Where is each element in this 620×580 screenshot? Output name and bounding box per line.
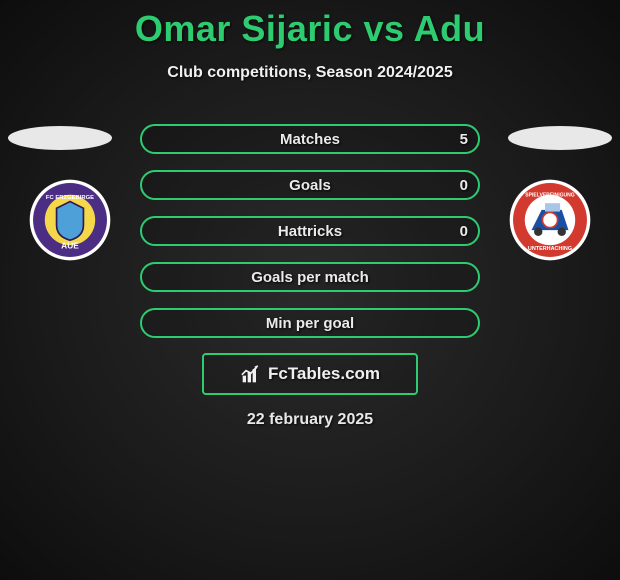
stat-label: Goals per match: [142, 264, 478, 290]
date-text: 22 february 2025: [0, 411, 620, 429]
player-ellipse-left: [8, 126, 112, 150]
page-title: Omar Sijaric vs Adu: [0, 0, 620, 50]
stat-value: 0: [460, 172, 468, 198]
svg-text:UNTERHACHING: UNTERHACHING: [528, 246, 572, 252]
stat-label: Hattricks: [142, 218, 478, 244]
stat-value: 5: [460, 126, 468, 152]
branding-text: FcTables.com: [268, 364, 380, 384]
stats-panel: Matches 5 Goals 0 Hattricks 0 Goals per …: [140, 124, 480, 354]
stat-label: Goals: [142, 172, 478, 198]
stat-label: Min per goal: [142, 310, 478, 336]
stat-label: Matches: [142, 126, 478, 152]
team-badge-left: FC ERZGEBIRGE AUE: [28, 178, 112, 262]
stat-row-goals: Goals 0: [140, 170, 480, 200]
unterhaching-badge-icon: SPIELVEREINIGUNG UNTERHACHING: [508, 178, 592, 262]
chart-icon: [240, 364, 262, 384]
svg-text:AUE: AUE: [61, 241, 79, 251]
stat-value: 0: [460, 218, 468, 244]
aue-badge-icon: FC ERZGEBIRGE AUE: [28, 178, 112, 262]
stat-row-hattricks: Hattricks 0: [140, 216, 480, 246]
subtitle: Club competitions, Season 2024/2025: [0, 64, 620, 82]
stat-row-goals-per-match: Goals per match: [140, 262, 480, 292]
stat-row-matches: Matches 5: [140, 124, 480, 154]
player-ellipse-right: [508, 126, 612, 150]
team-badge-right: SPIELVEREINIGUNG UNTERHACHING: [508, 178, 592, 262]
branding-box: FcTables.com: [202, 353, 418, 395]
svg-text:SPIELVEREINIGUNG: SPIELVEREINIGUNG: [525, 192, 574, 198]
stat-row-min-per-goal: Min per goal: [140, 308, 480, 338]
svg-text:FC ERZGEBIRGE: FC ERZGEBIRGE: [46, 195, 94, 201]
